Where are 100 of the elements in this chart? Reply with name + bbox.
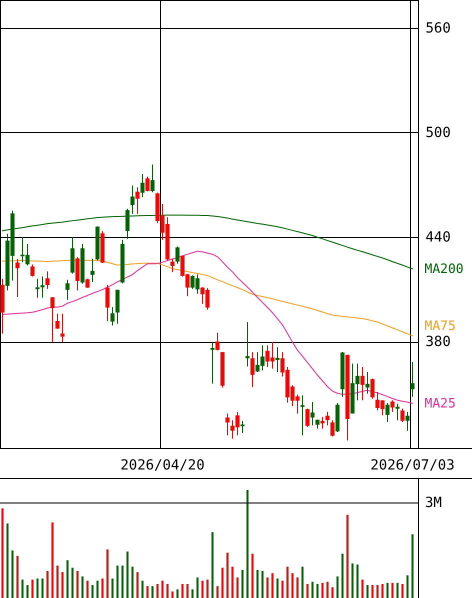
bar [252, 554, 254, 598]
bar [372, 585, 374, 598]
candlestick [410, 362, 414, 398]
candlestick [276, 346, 280, 372]
candlestick [106, 284, 110, 322]
bar [152, 586, 154, 598]
bar [356, 564, 358, 598]
candlestick [370, 378, 374, 400]
bar [2, 508, 4, 598]
candlestick [136, 186, 140, 214]
bar [42, 578, 44, 598]
bar [222, 568, 224, 598]
bar [212, 532, 214, 598]
bar [272, 573, 274, 598]
candlestick [326, 411, 330, 426]
candlestick [50, 296, 54, 343]
bar [316, 584, 318, 598]
bar [122, 566, 124, 598]
bar [362, 580, 364, 598]
bar [196, 577, 198, 598]
candlestick [216, 332, 220, 351]
bar [156, 584, 158, 598]
ref-line-label: 3M [425, 494, 442, 511]
bar [336, 576, 338, 598]
bar [386, 582, 388, 598]
bar [56, 566, 58, 598]
bar [266, 577, 268, 598]
candlestick [306, 408, 310, 428]
bar [296, 577, 298, 598]
candlestick [176, 246, 180, 264]
candlestick [226, 413, 230, 436]
candlestick [360, 366, 364, 401]
bar [106, 549, 108, 598]
bar [396, 582, 398, 598]
bar [302, 566, 304, 598]
bar [282, 580, 284, 598]
candlestick [86, 278, 90, 288]
candlestick [146, 176, 150, 192]
bar [26, 585, 28, 598]
bar [112, 578, 114, 598]
y-tick-label: 500 [426, 124, 451, 141]
bar [92, 585, 94, 598]
bar [412, 534, 414, 598]
candlestick [316, 419, 320, 430]
candlestick [70, 236, 74, 274]
series-label: MA25 [424, 396, 456, 412]
bar [116, 566, 118, 598]
bar [136, 572, 138, 598]
bar [172, 592, 174, 598]
bar [96, 580, 98, 598]
bar [132, 566, 134, 598]
bar [216, 586, 218, 598]
bar [126, 552, 128, 598]
bar [166, 584, 168, 598]
candlestick [330, 420, 334, 437]
bar [242, 570, 244, 598]
candlestick [320, 416, 324, 430]
bar [246, 490, 248, 598]
y-tick-label: 380 [426, 334, 451, 350]
bar [76, 571, 78, 598]
bar [286, 566, 288, 598]
bar [16, 556, 18, 598]
bar [306, 584, 308, 598]
bar [382, 584, 384, 598]
bar [22, 580, 24, 598]
candlestick [140, 173, 144, 198]
bar [322, 582, 324, 598]
bar [186, 584, 188, 598]
candlestick [56, 313, 60, 330]
bar [192, 589, 194, 598]
candlestick [406, 411, 410, 432]
x-tick-label: 2026/07/03 [370, 458, 455, 474]
bar [142, 580, 144, 598]
candlestick [366, 371, 370, 394]
candlestick [110, 306, 114, 326]
bar [32, 580, 34, 598]
bar [182, 584, 184, 598]
bar [376, 585, 378, 598]
candlestick [36, 278, 40, 298]
bar [232, 566, 234, 598]
candlestick [76, 256, 80, 291]
bar [326, 582, 328, 598]
bar [276, 578, 278, 598]
y-tick-label: 440 [426, 230, 451, 246]
bar [346, 514, 348, 598]
y-tick-label: 560 [426, 20, 451, 36]
bar [312, 582, 314, 598]
bar [86, 580, 88, 598]
bar [292, 573, 294, 598]
bar [256, 570, 258, 598]
bar [402, 584, 404, 598]
candlestick [150, 164, 154, 193]
bar [352, 563, 354, 598]
candlestick [250, 352, 254, 388]
bar [82, 576, 84, 598]
bar [206, 580, 208, 598]
bar [102, 578, 104, 598]
candlestick [30, 264, 34, 277]
bar [72, 568, 74, 598]
bar [162, 580, 164, 598]
